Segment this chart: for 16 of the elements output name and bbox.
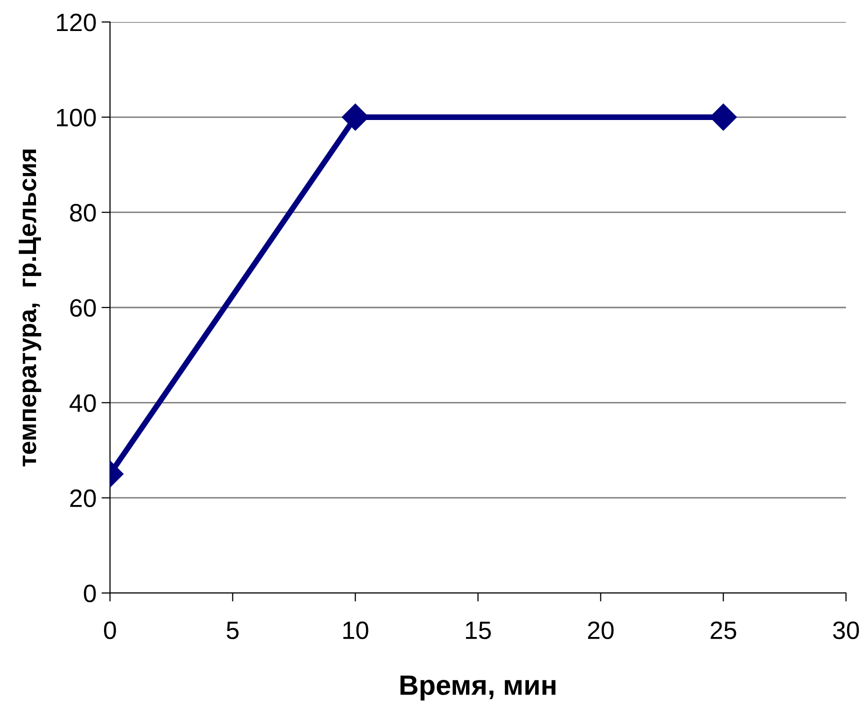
x-tick-label: 10: [343, 621, 368, 640]
x-tick-label: 30: [833, 621, 859, 640]
x-tick-label: 15: [466, 622, 491, 640]
x-tick-label: 25: [710, 621, 736, 640]
y-tick-label: 0: [84, 584, 96, 602]
x-axis-title: Время, мин: [400, 676, 556, 701]
y-tick-label: 100: [57, 108, 96, 126]
y-tick-label: 40: [70, 394, 96, 412]
x-tick-label: 0: [104, 621, 116, 640]
y-tick-label: 60: [70, 299, 96, 317]
x-tick-label: 5: [226, 622, 239, 640]
y-tick-label: 80: [70, 204, 96, 222]
x-tick-label: 20: [588, 621, 614, 640]
y-axis-title: температура, гр.Цельсия: [18, 150, 42, 466]
y-tick-label: 120: [57, 14, 96, 32]
y-tick-label: 20: [70, 489, 96, 508]
